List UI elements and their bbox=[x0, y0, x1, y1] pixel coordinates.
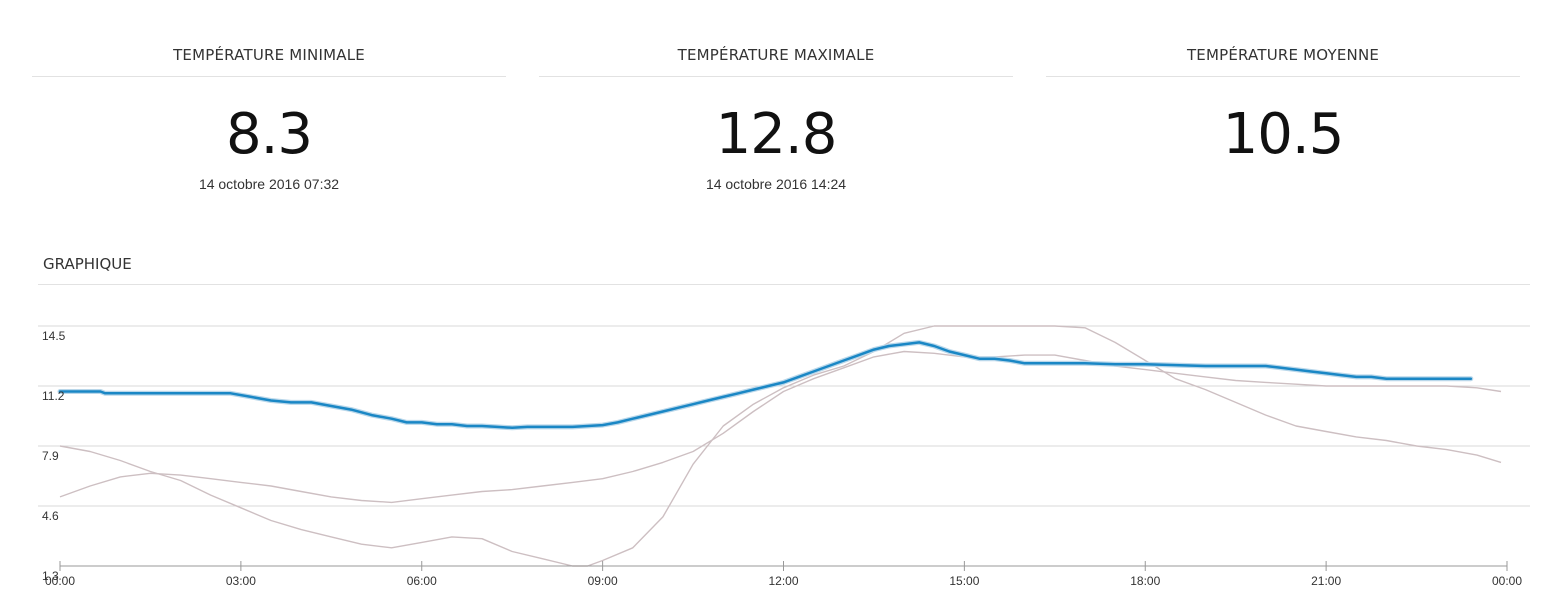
y-tick-label: 1.3 bbox=[42, 569, 59, 583]
y-tick-label: 11.2 bbox=[42, 389, 65, 403]
stat-max-value: 12.8 bbox=[715, 102, 838, 167]
y-tick-label: 7.9 bbox=[42, 449, 59, 463]
x-tick-label: 09:00 bbox=[588, 574, 618, 588]
stat-avg-divider bbox=[1046, 76, 1520, 77]
y-tick-label: 14.5 bbox=[42, 329, 66, 343]
stat-min-date: 14 octobre 2016 07:32 bbox=[198, 176, 340, 192]
reference-series-line-1 bbox=[59, 350, 1502, 504]
x-tick-label: 15:00 bbox=[949, 574, 979, 588]
main-series-halo bbox=[57, 339, 1474, 431]
main-series-layer bbox=[57, 339, 1474, 431]
x-tick-label: 12:00 bbox=[768, 574, 798, 588]
stat-max-title: TEMPÉRATURE MAXIMALE bbox=[677, 46, 875, 64]
x-tick-label: 06:00 bbox=[407, 574, 437, 588]
chart-section-divider bbox=[38, 284, 1530, 285]
x-tick-label: 00:00 bbox=[1492, 574, 1522, 588]
stat-max-date: 14 octobre 2016 14:24 bbox=[705, 176, 847, 192]
x-tick-label: 00:00 bbox=[45, 574, 75, 588]
x-tick-label: 03:00 bbox=[226, 574, 256, 588]
stat-min-divider bbox=[32, 76, 506, 77]
main-series-line bbox=[58, 341, 1473, 430]
stat-max-divider bbox=[539, 76, 1013, 77]
chart-section-title: GRAPHIQUE bbox=[43, 255, 132, 273]
stat-avg-value: 10.5 bbox=[1222, 102, 1345, 167]
chart-grid bbox=[38, 325, 1530, 507]
x-tick-label: 18:00 bbox=[1130, 574, 1160, 588]
reference-series-layer bbox=[59, 325, 1502, 567]
reference-series-line-2 bbox=[59, 325, 1502, 567]
x-tick-label: 21:00 bbox=[1311, 574, 1341, 588]
temperature-chart: 14.511.27.94.61.300:00 03:00 06:00 09:00 12:… bbox=[38, 325, 1530, 588]
chart-axes: 14.511.27.94.61.300:00 03:00 06:00 09:00 12:… bbox=[42, 329, 1522, 588]
stat-min-title: TEMPÉRATURE MINIMALE bbox=[173, 46, 365, 64]
stat-min-value: 8.3 bbox=[225, 102, 313, 167]
y-tick-label: 4.6 bbox=[42, 509, 59, 523]
stat-avg-title: TEMPÉRATURE MOYENNE bbox=[1186, 46, 1380, 64]
